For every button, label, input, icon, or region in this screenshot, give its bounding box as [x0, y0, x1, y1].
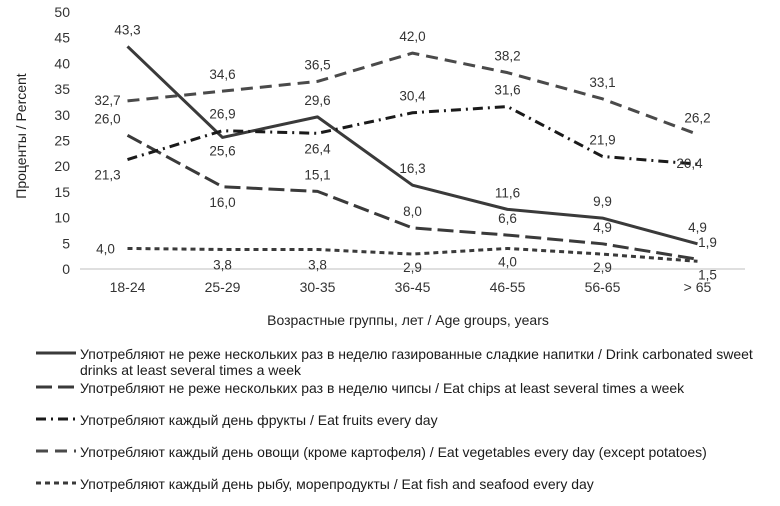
legend-item: Употребляют каждый день овощи (кроме кар…: [30, 444, 775, 460]
legend-label: Употребляют не реже нескольких раз в нед…: [80, 346, 753, 378]
y-tick-label: 15: [54, 184, 70, 200]
data-label: 42,0: [399, 29, 425, 44]
legend-swatch: [36, 417, 76, 421]
x-tick-label: 25-29: [205, 279, 241, 295]
y-tick-label: 5: [62, 235, 70, 251]
data-label: 4,9: [593, 220, 612, 235]
data-label: 32,7: [94, 93, 120, 108]
legend-swatch: [36, 351, 76, 355]
data-label: 34,6: [209, 67, 235, 82]
x-tick-label: 18-24: [110, 279, 146, 295]
x-tick-label: 30-35: [300, 279, 336, 295]
data-label: 4,9: [688, 220, 707, 235]
legend-label: Употребляют каждый день фрукты / Eat fru…: [80, 412, 438, 428]
legend-swatch: [36, 385, 76, 389]
data-label: 16,3: [399, 161, 425, 176]
series-line-2: [126, 134, 698, 261]
legend: Употребляют не реже нескольких раз в нед…: [30, 338, 775, 492]
legend-label: Употребляют каждый день рыбу, морепродук…: [80, 476, 594, 492]
legend-item: Употребляют не реже нескольких раз в нед…: [30, 346, 775, 378]
data-label: 21,9: [589, 132, 615, 147]
data-label: 3,8: [308, 257, 327, 272]
data-label: 20,4: [676, 156, 703, 171]
data-label: 33,1: [589, 75, 615, 90]
y-tick-label: 50: [54, 4, 70, 20]
legend-item: Употребляют каждый день рыбу, морепродук…: [30, 476, 775, 492]
data-label: 4,0: [96, 241, 115, 256]
legend-label: Употребляют не реже нескольких раз в нед…: [80, 380, 685, 396]
x-tick-label: > 65: [684, 279, 712, 295]
legend-swatch: [36, 449, 76, 453]
x-tick-label: 46-55: [490, 279, 526, 295]
x-tick-label: 56-65: [585, 279, 621, 295]
line-chart: 0 5 10 15 20 25 30 35 40 45 50 18-24 25-29 30-35 36-4…: [13, 4, 745, 328]
data-label: 3,8: [213, 257, 232, 272]
y-tick-label: 0: [62, 261, 70, 277]
data-label: 2,9: [403, 260, 422, 275]
y-axis-title: Проценты / Percent: [13, 73, 29, 199]
data-label: 43,3: [114, 22, 140, 37]
y-tick-label: 10: [54, 210, 70, 226]
data-label: 8,0: [403, 204, 422, 219]
data-label: 6,6: [498, 211, 517, 226]
data-label: 36,5: [304, 57, 330, 72]
legend-item: Употребляют не реже нескольких раз в нед…: [30, 380, 775, 396]
y-tick-label: 20: [54, 158, 70, 174]
data-label: 15,1: [304, 167, 330, 182]
x-tick-label: 36-45: [395, 279, 431, 295]
data-label: 16,0: [209, 195, 235, 210]
data-label: 26,2: [684, 110, 710, 125]
y-tick-label: 25: [54, 133, 70, 149]
data-label: 1,5: [698, 267, 717, 282]
y-tick-label: 40: [54, 55, 70, 71]
data-label: 30,4: [399, 89, 426, 104]
data-label: 11,6: [495, 185, 520, 200]
series-line-1: [126, 45, 698, 246]
data-label: 25,6: [209, 143, 235, 158]
y-tick-label: 30: [54, 107, 70, 123]
y-tick-label: 35: [54, 81, 70, 97]
data-label: 4,0: [498, 254, 517, 269]
legend-swatch: [36, 481, 76, 485]
data-label: 26,4: [304, 141, 331, 156]
data-label: 2,9: [593, 260, 612, 275]
x-axis-ticks: 18-24 25-29 30-35 36-45 46-55 56-65 > 65: [110, 279, 712, 295]
data-label: 26,9: [209, 107, 235, 122]
data-label: 26,0: [94, 111, 120, 126]
data-label: 1,9: [698, 235, 717, 250]
series-lines: [126, 45, 699, 263]
legend-item: Употребляют каждый день фрукты / Eat fru…: [30, 412, 775, 428]
series-line-4: [127, 51, 699, 136]
legend-label: Употребляют каждый день овощи (кроме кар…: [80, 444, 707, 460]
x-axis-title: Возрастные группы, лет / Age groups, yea…: [267, 312, 549, 328]
y-axis-ticks: 0 5 10 15 20 25 30 35 40 45 50: [54, 4, 70, 277]
series-line-3: [127, 105, 698, 166]
data-label: 21,3: [94, 168, 120, 183]
data-labels: 43,3 25,6 29,6 16,3 11,6 9,9 4,9 26,0 16,0 15,1 8,…: [94, 22, 717, 282]
data-label: 31,6: [494, 83, 520, 98]
data-label: 9,9: [593, 194, 612, 209]
y-tick-label: 45: [54, 30, 70, 46]
data-label: 29,6: [304, 93, 330, 108]
data-label: 38,2: [494, 49, 520, 64]
